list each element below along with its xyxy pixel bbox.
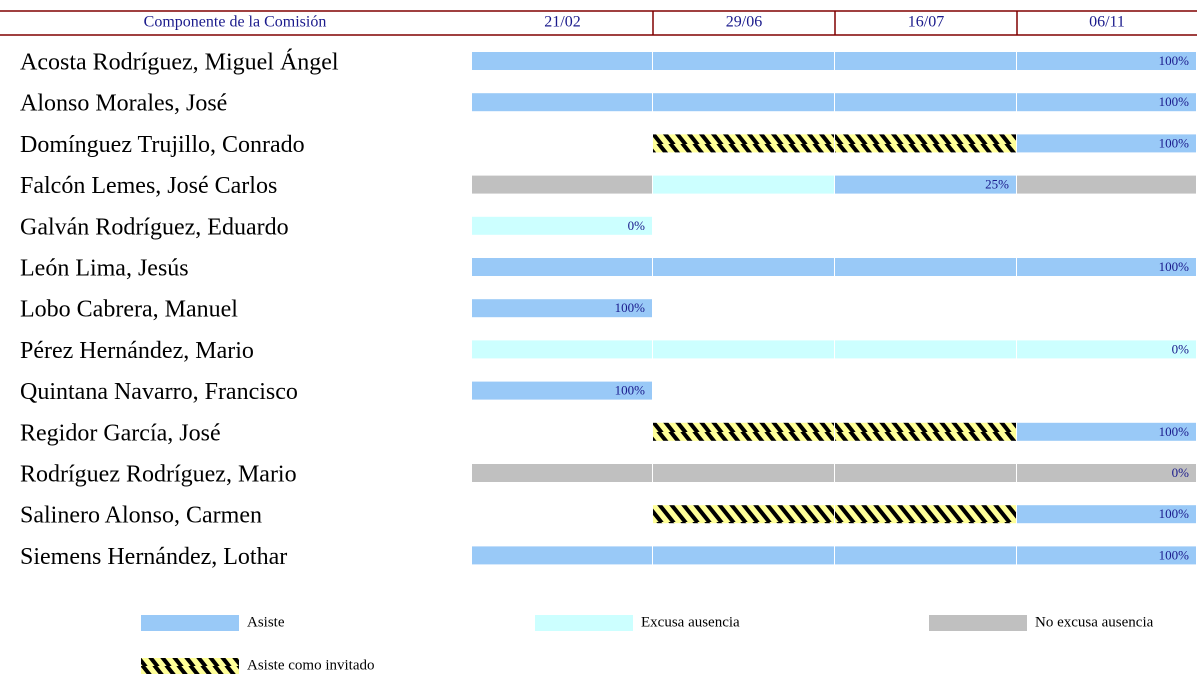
header-cell: 21/02 [544, 14, 580, 31]
attendance-percent: 100% [1159, 53, 1190, 68]
legend-swatch [535, 615, 633, 631]
member-name: Regidor García, José [20, 420, 221, 446]
attendance-cell [835, 464, 1016, 482]
member-name: Acosta Rodríguez, Miguel Ángel [20, 50, 339, 76]
attendance-cell [835, 175, 1016, 194]
attendance-percent: 100% [615, 300, 646, 315]
attendance-cell [472, 464, 652, 482]
attendance-percent: 100% [1159, 259, 1190, 274]
attendance-cell [835, 422, 1016, 441]
attendance-cell [835, 93, 1016, 112]
attendance-cell [472, 340, 652, 359]
attendance-cell [472, 175, 652, 194]
member-name: Siemens Hernández, Lothar [20, 544, 287, 570]
attendance-percent: 25% [985, 177, 1009, 192]
member-name: Pérez Hernández, Mario [20, 338, 254, 364]
attendance-cell [835, 546, 1016, 565]
attendance-cell [653, 464, 834, 482]
attendance-percent: 0% [628, 218, 646, 233]
legend-label: Asiste como invitado [247, 657, 375, 673]
attendance-cell [653, 340, 834, 359]
attendance-cell [472, 93, 652, 112]
legend-label: No excusa ausencia [1035, 614, 1154, 630]
attendance-cell [653, 505, 834, 524]
attendance-cell [1017, 93, 1196, 112]
member-name: Quintana Navarro, Francisco [20, 379, 298, 405]
attendance-cell [472, 258, 652, 276]
legend-label: Asiste [247, 614, 285, 630]
member-name: Galván Rodríguez, Eduardo [20, 214, 289, 240]
attendance-cell [1017, 505, 1196, 524]
member-name: León Lima, Jesús [20, 256, 189, 282]
member-name: Salinero Alonso, Carmen [20, 503, 262, 529]
attendance-cell [472, 546, 652, 565]
legend-swatch [929, 615, 1027, 631]
member-name: Domínguez Trujillo, Conrado [20, 132, 305, 158]
attendance-cell [835, 505, 1016, 524]
attendance-cell [1017, 134, 1196, 153]
attendance-cell [1017, 464, 1196, 482]
legend-swatch [141, 615, 239, 631]
attendance-cell [653, 175, 834, 194]
attendance-cell [653, 134, 834, 153]
attendance-percent: 100% [615, 383, 646, 398]
attendance-percent: 100% [1159, 547, 1190, 562]
member-name: Alonso Morales, José [20, 91, 227, 117]
attendance-percent: 100% [1159, 506, 1190, 521]
attendance-cell [1017, 258, 1196, 276]
header-cell: 29/06 [726, 14, 762, 31]
member-name: Rodríguez Rodríguez, Mario [20, 462, 297, 488]
attendance-cell [472, 216, 652, 235]
member-name: Falcón Lemes, José Carlos [20, 173, 277, 199]
attendance-cell [653, 546, 834, 565]
attendance-cell [1017, 175, 1196, 194]
attendance-cell [835, 258, 1016, 276]
attendance-percent: 100% [1159, 424, 1190, 439]
attendance-cell [835, 340, 1016, 359]
attendance-percent: 0% [1172, 465, 1190, 480]
attendance-percent: 100% [1159, 94, 1190, 109]
legend-label: Excusa ausencia [641, 614, 740, 630]
header-cell: 06/11 [1089, 14, 1125, 31]
legend-swatch [141, 658, 239, 674]
attendance-cell [835, 134, 1016, 153]
attendance-cell [653, 422, 834, 441]
attendance-cell [653, 52, 834, 70]
attendance-cell [1017, 52, 1196, 70]
attendance-cell [653, 93, 834, 112]
attendance-cell [1017, 422, 1196, 441]
attendance-percent: 0% [1172, 341, 1190, 356]
member-name: Lobo Cabrera, Manuel [20, 297, 238, 323]
attendance-cell [472, 299, 652, 318]
attendance-percent: 100% [1159, 135, 1190, 150]
header-cell: Componente de la Comisión [144, 14, 327, 31]
attendance-cell [1017, 340, 1196, 359]
attendance-cell [472, 52, 652, 70]
header-cell: 16/07 [908, 14, 944, 31]
attendance-cell [472, 381, 652, 400]
attendance-cell [653, 258, 834, 276]
attendance-cell [835, 52, 1016, 70]
attendance-cell [1017, 546, 1196, 565]
